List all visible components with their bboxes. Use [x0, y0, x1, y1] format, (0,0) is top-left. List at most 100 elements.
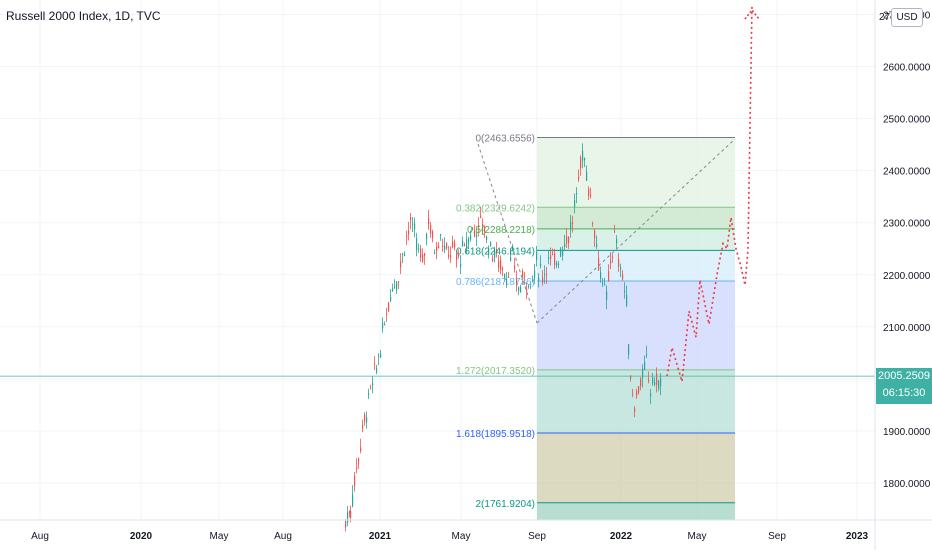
last-price-tag: 2005.2509 06:15:30 — [876, 368, 932, 404]
candle-body — [474, 230, 476, 237]
candle-body — [612, 256, 614, 258]
fib-zone — [537, 502, 735, 520]
candle-body — [444, 245, 446, 250]
candle-body — [345, 521, 347, 528]
candle-body — [608, 271, 610, 282]
candle-body — [524, 275, 526, 278]
candle-body — [390, 296, 392, 301]
candle-body — [460, 263, 462, 267]
candle-body — [536, 252, 538, 260]
candle-body — [470, 235, 472, 240]
candle-body — [648, 379, 650, 382]
candle-body — [614, 231, 616, 233]
candle-body — [632, 393, 634, 395]
candle-body — [556, 262, 558, 266]
candle-body — [650, 393, 652, 396]
price-tick-label: 2200.0000 — [883, 271, 931, 282]
candle-body — [402, 253, 404, 255]
candle-body — [492, 258, 494, 262]
candle-body — [654, 382, 656, 385]
candle-body — [347, 511, 349, 523]
candle-body — [646, 354, 648, 356]
candle-body — [356, 467, 358, 470]
fibonacci-trend-line — [477, 138, 736, 324]
candle-body — [562, 249, 564, 257]
candle-body — [544, 273, 546, 275]
candle-body — [422, 254, 424, 262]
candle-body — [414, 223, 416, 230]
candle-body — [434, 252, 436, 254]
candle-body — [568, 237, 570, 243]
fib-level-label: 0.786(2187.8736) — [456, 277, 535, 288]
candle-body — [488, 250, 490, 254]
candle-body — [428, 218, 430, 225]
candle-body — [580, 157, 582, 169]
price-tick-label: 2300.0000 — [883, 219, 931, 230]
time-tick-label: 2023 — [846, 531, 869, 542]
fibonacci-labels: 0(2463.6556) 0.382(2329.6242) 0.5(2288.221… — [456, 134, 535, 510]
candle-body — [476, 235, 478, 237]
time-tick-label: 2022 — [610, 531, 633, 542]
candle-body — [534, 270, 536, 278]
candle-body — [610, 260, 612, 264]
gridlines — [0, 0, 875, 520]
candle-body — [606, 291, 608, 301]
projection-line — [666, 4, 753, 382]
candle-body — [520, 286, 522, 293]
candle-body — [364, 414, 366, 422]
candle-body — [560, 248, 562, 257]
candle-body — [564, 243, 566, 247]
candle-body — [349, 511, 351, 513]
time-tick-label: May — [452, 531, 471, 542]
candle-body — [622, 274, 624, 280]
candle-body — [574, 200, 576, 207]
candle-body — [636, 391, 638, 396]
candle-body — [604, 284, 606, 286]
fib-level-label: 0(2463.6556) — [476, 134, 536, 145]
candle-body — [350, 510, 352, 518]
candle-body — [512, 246, 514, 248]
candle-body — [500, 260, 502, 271]
fib-level-label: 1.618(1895.9518) — [456, 429, 535, 440]
candle-body — [514, 265, 516, 269]
candle-body — [456, 253, 458, 260]
candle-body — [584, 158, 586, 161]
candle-body — [440, 234, 442, 236]
time-tick-label: Sep — [528, 531, 546, 542]
candle-body — [394, 286, 396, 288]
candle-body — [554, 253, 556, 266]
time-tick-label: Sep — [768, 531, 786, 542]
candle-body — [494, 251, 496, 258]
candle-body — [370, 387, 372, 389]
candle-body — [368, 393, 370, 395]
price-axis[interactable]: 2700.00002600.00002500.00002400.00002300… — [874, 0, 931, 550]
candle-body — [436, 247, 438, 251]
fib-zone — [537, 281, 735, 370]
candle-body — [638, 386, 640, 393]
candle-body — [620, 267, 622, 270]
price-tick-label: 2500.0000 — [883, 115, 931, 126]
candle-body — [362, 425, 364, 429]
currency-button[interactable]: USD — [891, 8, 923, 27]
candle-body — [660, 377, 662, 387]
fib-trend-leg — [477, 143, 538, 324]
candle-body — [530, 283, 532, 285]
candle-body — [464, 244, 466, 247]
projection-path — [666, 4, 760, 382]
candle-body — [528, 285, 530, 287]
candle-body — [518, 287, 520, 292]
candle-body — [588, 189, 590, 197]
fib-level-label: 2(1761.9204) — [476, 499, 536, 510]
candle-body — [352, 494, 354, 507]
time-tick-label: May — [688, 531, 707, 542]
candle-body — [552, 254, 554, 256]
candle-body — [634, 408, 636, 413]
candle-body — [652, 377, 654, 384]
candle-body — [450, 255, 452, 258]
time-axis[interactable]: Aug 2020 May Aug 2021 May Sep 2022 May Sep 2023 — [0, 519, 932, 542]
candle-body — [468, 238, 470, 244]
candle-body — [522, 270, 524, 276]
candle-body — [644, 361, 646, 370]
